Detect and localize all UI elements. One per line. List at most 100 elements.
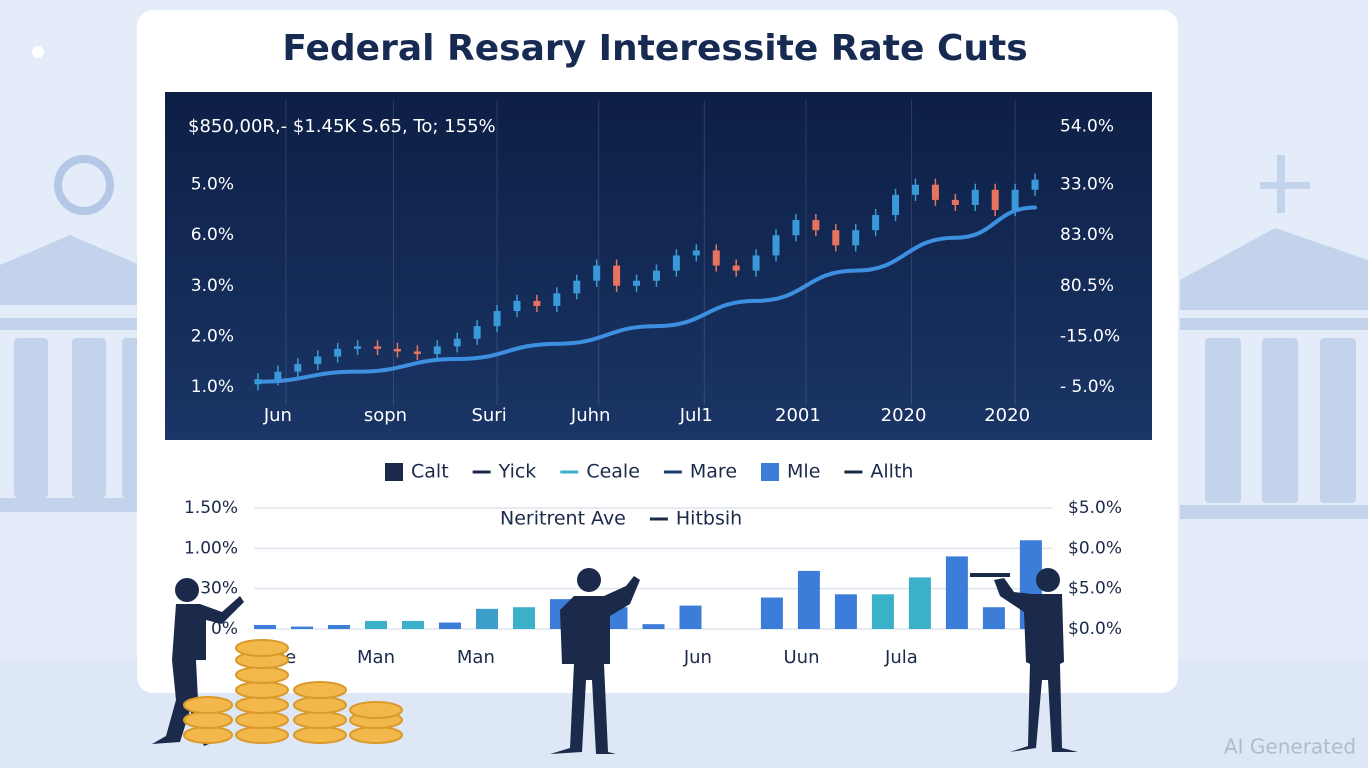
candle-body — [752, 255, 760, 271]
bar — [834, 594, 857, 629]
candle-body — [573, 280, 581, 294]
candle-body — [911, 184, 919, 195]
candle-body — [852, 230, 860, 246]
y2-tick-label: $5.0% — [1068, 498, 1122, 518]
candle-body — [1031, 179, 1039, 190]
candle-body — [553, 293, 561, 306]
candle-body — [872, 215, 880, 231]
bar — [982, 607, 1005, 629]
chart-panel — [165, 92, 1152, 440]
candle-body — [672, 255, 680, 271]
legend-label: Hitbsih — [676, 508, 742, 530]
candle-body — [892, 194, 900, 216]
bar — [642, 624, 665, 629]
candle-body — [812, 220, 820, 231]
x-tick-label: Man — [457, 647, 495, 668]
candle-body — [433, 346, 441, 354]
x-tick-label: Jula — [884, 647, 918, 668]
chart-subtitle: $850,00R,- $1.45K S.65, To; 155% — [188, 116, 496, 137]
bar — [679, 605, 702, 629]
candle-body — [254, 379, 262, 385]
candle-body — [393, 348, 401, 352]
building-right — [1180, 155, 1368, 519]
watermark: AI Generated — [1224, 735, 1356, 759]
candlestick-chart: 1.0% 2.0% 3.0% 6.0% 5.0% - 5.0% -15.0% 80.5% 83.… — [188, 100, 1120, 426]
candle-body — [652, 270, 660, 281]
person-left — [152, 578, 244, 746]
legend-label: Mare — [690, 461, 737, 483]
candle-body — [374, 346, 382, 349]
y2-tick-label: $0.0% — [1068, 538, 1122, 558]
x-tick-label: sopn — [364, 405, 407, 426]
x-tick-label: Uun — [784, 647, 820, 668]
candle-body — [334, 348, 342, 357]
candle-body — [792, 220, 800, 236]
bar-chart: 0%30%1.00%1.50%$0.0%$5.0%$0.0%$5.0%ueMan… — [184, 498, 1122, 668]
person-right — [970, 568, 1078, 752]
x-tick-label: Jun — [683, 647, 712, 668]
bar — [291, 626, 313, 629]
candle-body — [732, 265, 740, 271]
y-tick-label: 30% — [200, 579, 238, 599]
candle-body — [971, 189, 979, 205]
candle-body — [633, 280, 641, 286]
candle-body — [593, 265, 601, 281]
y-tick-label: 2.0% — [191, 326, 234, 346]
legend-swatch — [761, 463, 780, 481]
y-tick-label: 1.0% — [191, 377, 234, 397]
y2-tick-label: -15.0% — [1060, 326, 1120, 346]
candle-body — [473, 326, 481, 339]
x-tick-label: 2020 — [881, 405, 927, 426]
candle-body — [832, 230, 840, 246]
coins — [183, 639, 403, 744]
candle-body — [294, 364, 302, 372]
y2-tick-label: 83.0% — [1060, 225, 1114, 245]
x-tick-label: Jul1 — [679, 405, 713, 426]
bar — [476, 608, 498, 629]
y-tick-label: 3.0% — [191, 276, 234, 296]
bar — [365, 620, 387, 629]
y-tick-label: 5.0% — [191, 175, 234, 195]
candle-body — [453, 338, 461, 347]
person-middle — [550, 568, 640, 754]
page-title: Federal Resary Interessite Rate Cuts — [282, 28, 1027, 69]
x-tick-label: Man — [357, 647, 395, 668]
candle-body — [692, 250, 700, 256]
x-tick-label: Suri — [471, 405, 506, 426]
candle-body — [513, 300, 521, 312]
candle-body — [274, 371, 282, 380]
y2-tick-label: 54.0% — [1060, 117, 1114, 137]
y2-tick-label: $0.0% — [1068, 619, 1122, 639]
candle-body — [413, 351, 421, 354]
x-tick-label: Juhn — [570, 405, 611, 426]
y-tick-label: 1.00% — [184, 538, 238, 558]
candle-body — [991, 189, 999, 210]
legend-swatch — [385, 463, 403, 481]
bar — [402, 620, 424, 629]
x-tick-label: 2020 — [984, 405, 1030, 426]
trend-line — [255, 205, 1038, 384]
candle-body — [951, 199, 959, 205]
building-left — [0, 46, 140, 512]
x-tick-label: 2001 — [775, 405, 821, 426]
candle-body — [493, 311, 501, 327]
bar — [797, 570, 820, 629]
legend: Calt Yick Ceale Mare Mle Allth — [385, 461, 913, 483]
candle-body — [712, 250, 720, 266]
bar — [254, 624, 276, 629]
bar — [945, 556, 968, 629]
bar — [871, 594, 894, 629]
candle-body — [314, 356, 322, 365]
y-tick-label: 1.50% — [184, 498, 238, 518]
y2-tick-label: 33.0% — [1060, 175, 1114, 195]
y-tick-label: 6.0% — [191, 225, 234, 245]
candle-body — [772, 235, 780, 256]
legend-label: Calt — [411, 461, 449, 483]
bar — [908, 577, 931, 629]
candle-body — [931, 184, 939, 200]
legend-label: Yick — [498, 461, 537, 483]
legend-label: Allth — [870, 461, 913, 483]
y2-tick-label: $5.0% — [1068, 579, 1122, 599]
